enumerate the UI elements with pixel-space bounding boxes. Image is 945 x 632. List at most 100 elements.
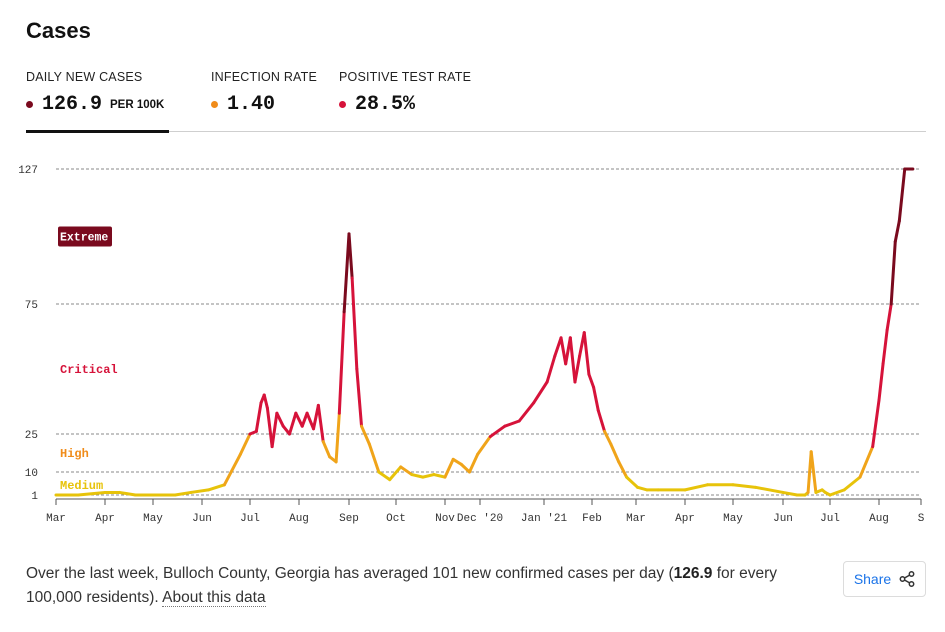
series-line-segment (76, 490, 107, 497)
x-tick-label: S (918, 513, 925, 525)
series-line-segment (342, 232, 351, 314)
about-data-link[interactable]: About this data (162, 589, 266, 607)
series-line-segment (592, 385, 600, 413)
series-line-segment (294, 411, 304, 428)
level-label: Medium (60, 479, 103, 493)
y-tick-label: 127 (18, 165, 38, 177)
series-line-segment (476, 435, 492, 456)
series-line-segment (609, 442, 621, 464)
series-line-segment (881, 328, 889, 366)
series-line-segment (399, 465, 414, 477)
series-line-segment (596, 409, 607, 433)
series-line-segment (117, 490, 137, 497)
series-line-segment (222, 452, 242, 487)
series-line-segment (173, 490, 193, 497)
x-tick-label: Jul (240, 513, 260, 525)
x-tick-label: Mar (46, 513, 66, 525)
series-line-segment (288, 411, 298, 436)
series-line-segment (355, 367, 364, 428)
level-label: Extreme (60, 232, 108, 245)
x-tick-label: Apr (95, 513, 115, 525)
series-line-segment (377, 470, 392, 482)
series-line-segment (568, 336, 577, 384)
share-label: Share (853, 571, 892, 587)
tab-infection-rate[interactable]: INFECTION RATE 1.40 (211, 70, 317, 132)
series-line-segment (842, 475, 862, 492)
series-line-segment (553, 336, 563, 358)
tab-positive-test-rate[interactable]: POSITIVE TEST RATE 28.5% (339, 70, 471, 132)
tab-daily-new-cases[interactable]: DAILY NEW CASES 126.9 PER 100K (26, 70, 169, 133)
x-tick-label: Feb (582, 513, 602, 525)
x-tick-label: Jun (773, 513, 793, 525)
series-line-segment (636, 485, 649, 492)
series-line-segment (517, 401, 536, 423)
series-line-segment (360, 424, 371, 446)
series-line-segment (262, 393, 269, 410)
series-line-segment (828, 488, 846, 497)
level-badge-extreme (58, 226, 112, 247)
metric-value: 28.5% (355, 93, 416, 116)
caption-highlight: 126.9 (673, 565, 713, 582)
series-line-segment (893, 219, 901, 244)
y-tick-label: 75 (25, 300, 38, 312)
series-line-segment (885, 302, 893, 332)
series-line-segment (582, 331, 591, 376)
caption-text-end: for every 100,000 residents). (26, 565, 778, 606)
x-tick-label: Oct (386, 513, 406, 525)
metric-value: 1.40 (227, 93, 276, 116)
series-line-segment (238, 432, 252, 456)
series-line-segment (625, 475, 640, 489)
series-line-segment (300, 411, 309, 428)
series-line-segment (731, 483, 758, 489)
tab-label: INFECTION RATE (211, 70, 318, 84)
daily-cases-chart: 1 10 25 75 127 Mar Apr May Jun Jul Aug Sep Oct Nov Dec… (18, 165, 925, 525)
x-tick-label: Apr (675, 513, 695, 525)
series-line-segment (432, 473, 447, 479)
x-tick-label: Aug (869, 513, 889, 525)
series-line-segment (897, 167, 907, 223)
x-tick-label: Jul (820, 513, 840, 525)
series-line-segment (877, 362, 885, 402)
tab-label: POSITIVE TEST RATE (339, 70, 472, 84)
series-line-segment (488, 424, 507, 439)
series-line-segment (889, 240, 897, 306)
metric-unit: PER 100K (110, 98, 165, 111)
summary-caption: Over the last week, Bulloch County, Geor… (26, 562, 796, 610)
series-line-segment (503, 419, 521, 428)
x-tick-label: Mar (626, 513, 646, 525)
series-line-segment (545, 354, 557, 384)
series-line-segment (206, 483, 226, 492)
page-title: Cases (26, 18, 91, 43)
series-line-segment (532, 380, 549, 405)
severity-dot-icon (26, 101, 33, 108)
series-line-segment (468, 452, 480, 474)
severity-dot-icon (339, 101, 346, 108)
x-tick-label: Jun (192, 513, 212, 525)
active-tab-indicator (26, 130, 169, 133)
caption-text: Over the last week, Bulloch County, Geor… (26, 565, 674, 582)
level-label: High (60, 447, 89, 461)
series-line-segment (683, 483, 709, 492)
series-line-segment (871, 398, 881, 449)
series-line-segment (350, 276, 359, 371)
y-tick-label: 10 (25, 468, 38, 480)
series-line-segment (573, 354, 582, 384)
series-line-segment (459, 462, 471, 474)
series-line-segment (754, 485, 785, 494)
series-line-segment (265, 406, 274, 449)
level-label: Critical (60, 363, 118, 377)
series-line-segment (781, 490, 799, 497)
series-line-segment (275, 411, 285, 428)
series-line-segment (337, 310, 346, 415)
series-line-segment (321, 440, 332, 459)
series-line-segment (858, 445, 875, 479)
series-line-segment (559, 336, 568, 366)
series-line-segment (809, 450, 818, 494)
x-tick-label: Aug (289, 513, 309, 525)
series-line-segment (334, 411, 341, 464)
series-line-segment (587, 372, 596, 389)
series-line-segment (270, 411, 279, 449)
series-line-segment (347, 232, 354, 280)
share-button[interactable]: Share (843, 561, 926, 597)
x-tick-label: Dec '20 (457, 513, 503, 525)
